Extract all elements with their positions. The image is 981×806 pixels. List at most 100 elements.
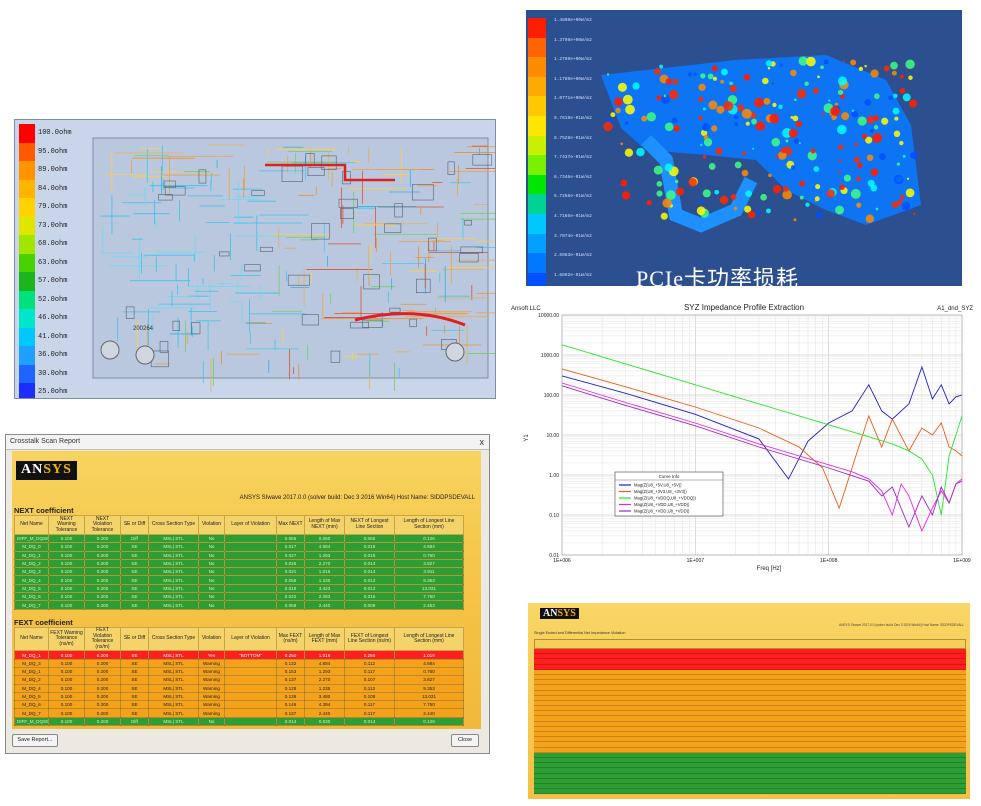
table-cell: 0.016 — [344, 550, 395, 560]
table-cell: 0.014 — [276, 716, 305, 727]
table-cell: 0.200 — [84, 550, 121, 560]
colorbar-swatch — [528, 76, 546, 97]
table-cell: Warning — [198, 691, 225, 702]
table-cell: 3.423 — [304, 583, 345, 594]
table-row — [534, 737, 966, 743]
save-report-button[interactable]: Save Report... — [12, 734, 58, 747]
legend-label: 25.0ohm — [38, 388, 68, 397]
table-cell: 4.684 — [304, 542, 345, 552]
legend-entry: 95.0ohm — [19, 142, 91, 161]
table-row: M_DQ_1 0.100 0.200 SE MSL| STL No 0.027 1.293 0.… — [14, 550, 464, 560]
table-row — [534, 778, 966, 784]
table-cell: 0.200 — [84, 592, 121, 602]
table-cell: 0.128 — [276, 683, 305, 693]
column-header: Cross Section Type — [148, 515, 199, 535]
power-loss-caption: PCIe卡功率损耗 — [636, 266, 800, 286]
table-row: M_DQ_2 0.100 0.200 SE MSL| STL Warning 0.137 2.… — [14, 675, 464, 685]
table-cell: MSL| STL — [148, 583, 199, 594]
table-row — [534, 742, 966, 748]
legend-series-name: Mag(Z(U8_+5V,U8_+5V)) — [634, 483, 682, 488]
legend-label: 30.0ohm — [38, 369, 68, 378]
legend-label: 36.0ohm — [38, 351, 68, 360]
table-cell: 0.200 — [84, 567, 121, 577]
table-cell: No — [198, 550, 225, 560]
table-cell: DIFF_M_DQSB — [14, 716, 49, 727]
y-tick-label: 10000.00 — [538, 313, 559, 319]
legend-label: 41.0ohm — [38, 332, 68, 341]
legend-series-name: Mag(Z(U8_+3V3,U8_+3V3)) — [634, 489, 687, 494]
table-row: M_DQ_5 0.100 0.200 SE MSL| STL Warning 0.139 3.… — [14, 691, 464, 702]
legend-label: 52.0ohm — [38, 295, 68, 304]
table-cell: 0.250 — [344, 650, 395, 660]
table-cell: M_DQ_4 — [14, 683, 49, 693]
legend-label: 100.0ohm — [38, 129, 72, 138]
table-cell: 0.146 — [276, 700, 305, 710]
table-cell: SE — [120, 542, 149, 552]
table-cell: 1.293 — [304, 666, 345, 677]
table-cell — [224, 583, 277, 594]
next-table: Net Name NEXT Warning Tolerance NEXT Viola… — [14, 515, 464, 610]
close-icon[interactable]: x — [479, 437, 485, 447]
close-button[interactable]: Close — [451, 734, 479, 747]
si-violation-title: Single Ended and Differential Net Impeda… — [534, 631, 626, 635]
table-cell: 0.100 — [48, 533, 85, 544]
colorbar-label: 1.2789e+00W/m2 — [554, 57, 592, 63]
column-header: Layer of Violation — [224, 515, 277, 535]
table-cell: 0.058 — [276, 600, 305, 610]
table-cell: Yes — [198, 650, 225, 660]
legend-swatch — [19, 364, 35, 383]
y-tick-label: 100.00 — [544, 393, 560, 399]
legend-swatch — [19, 235, 35, 254]
table-cell: 2.283 — [304, 592, 345, 602]
table-row — [534, 726, 966, 732]
table-cell — [224, 658, 277, 668]
colorbar-swatch — [528, 213, 546, 234]
table-cell: M_DQ_7 — [14, 600, 49, 610]
table-cell: Warning — [198, 666, 225, 677]
table-cell — [224, 575, 277, 585]
column-header: Net Name — [14, 626, 49, 652]
legend-entry: 100.0ohm — [19, 124, 91, 143]
table-cell: 0.126 — [394, 716, 464, 727]
table-cell — [224, 550, 277, 560]
table-row — [534, 685, 966, 691]
fext-section-title: FEXT coefficient — [14, 618, 73, 627]
table-cell: 4.684 — [394, 542, 464, 552]
table-cell: 0.200 — [84, 658, 121, 668]
table-row: M_DQ_3 0.100 0.200 SE MSL| STL Warning 0.132 4.… — [14, 658, 464, 668]
power-loss-colorbar — [528, 18, 546, 286]
table-cell: 7.750 — [394, 592, 464, 602]
table-row — [534, 768, 966, 774]
power-loss-panel: 1.4808e+00W/m2 1.3798e+00W/m2 1.2789e+00W/… — [526, 10, 962, 286]
colorbar-swatch — [528, 37, 546, 58]
table-cell: MSL| STL — [148, 666, 199, 677]
legend-entry: 36.0ohm — [19, 346, 91, 365]
legend-swatch — [19, 198, 35, 217]
table-cell: 0.108 — [344, 691, 395, 702]
table-cell: 0.100 — [48, 567, 85, 577]
table-cell: 0.100 — [48, 600, 85, 610]
table-cell: No — [198, 542, 225, 552]
si-violation-panel: ANSYS ANSYS SIwave 2017.0.0 (solver buil… — [528, 603, 970, 799]
chart-company: Ansoft LLC — [511, 306, 541, 312]
table-cell: M_DQ_2 — [14, 558, 49, 569]
table-cell: 0.014 — [344, 716, 395, 727]
table-cell: 0.200 — [84, 700, 121, 710]
table-cell: 0.100 — [48, 558, 85, 569]
table-row — [534, 789, 966, 795]
legend-swatch — [19, 383, 35, 398]
table-row: M_DQ_2 0.100 0.200 SE MSL| STL No 0.026 2.270 0.… — [14, 558, 464, 569]
table-row — [534, 674, 966, 681]
table-cell: 0.200 — [84, 708, 121, 718]
table-cell: M_DQ_3 — [14, 658, 49, 668]
table-cell: "BOTTOM" — [224, 650, 277, 660]
table-cell: SE — [120, 691, 149, 702]
colorbar-swatch — [528, 135, 546, 156]
legend-entry: 79.0ohm — [19, 198, 91, 217]
table-cell: 0.100 — [48, 675, 85, 685]
table-cell — [224, 708, 277, 718]
build-info: ANSYS SIwave 2017.0.0 (solver build: Dec… — [239, 495, 475, 501]
table-cell: M_DQ_4 — [14, 575, 49, 585]
table-cell: Diff — [120, 716, 149, 727]
table-cell: Warning — [198, 675, 225, 685]
